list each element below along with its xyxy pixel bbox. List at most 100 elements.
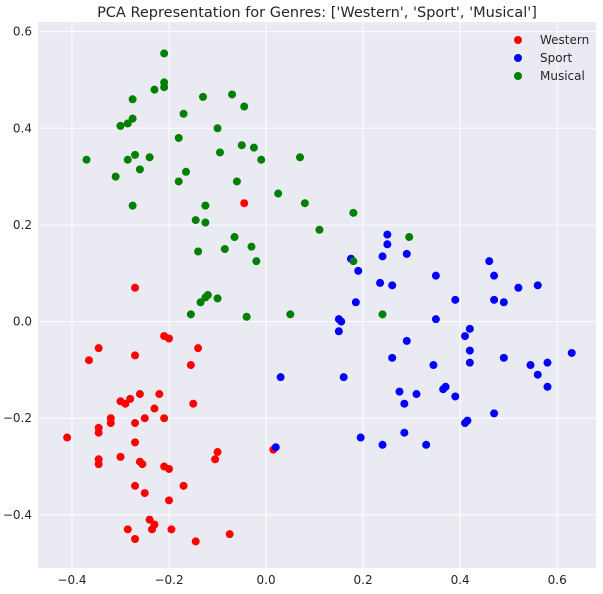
musical-point — [296, 153, 305, 162]
x-tick-label: 0.6 — [548, 573, 567, 587]
sport-point — [465, 358, 474, 367]
western-point — [116, 452, 125, 461]
western-point — [63, 433, 72, 442]
western-point — [131, 351, 140, 360]
musical-point — [131, 150, 140, 159]
western-point — [165, 334, 174, 343]
musical-point — [198, 92, 207, 101]
sport-point — [439, 385, 448, 394]
sport-point — [388, 281, 397, 290]
musical-point — [274, 189, 283, 198]
musical-point — [213, 124, 222, 133]
musical-point — [215, 148, 224, 157]
musical-point — [247, 242, 256, 251]
western-point — [94, 344, 103, 353]
sport-point — [567, 348, 576, 357]
sport-point — [339, 373, 348, 382]
y-tick-label: −0.2 — [3, 411, 32, 425]
sport-point — [533, 370, 542, 379]
y-tick-label: −0.4 — [3, 508, 32, 522]
musical-point — [135, 165, 144, 174]
sport-point — [337, 317, 346, 326]
musical-point — [300, 199, 309, 208]
sport-point — [383, 240, 392, 249]
western-point — [106, 419, 115, 428]
western-point — [131, 481, 140, 490]
y-tick-label: 0.2 — [13, 218, 32, 232]
western-point — [179, 481, 188, 490]
musical-point — [128, 95, 137, 104]
western-point — [131, 438, 140, 447]
western-point — [131, 283, 140, 292]
musical-point — [201, 201, 210, 210]
musical-point — [181, 167, 190, 176]
sport-point — [356, 433, 365, 442]
legend-label-sport: Sport — [540, 51, 573, 65]
musical-point — [128, 201, 137, 210]
musical-point — [228, 90, 237, 99]
musical-point — [160, 49, 169, 58]
sport-point — [543, 358, 552, 367]
western-point — [213, 448, 222, 457]
musical-point — [186, 310, 195, 319]
legend-label-musical: Musical — [540, 69, 585, 83]
sport-point — [490, 271, 499, 280]
x-tick-label: −0.4 — [57, 573, 86, 587]
sport-point — [431, 315, 440, 324]
sport-point — [334, 327, 343, 336]
x-tick-label: 0.4 — [451, 573, 470, 587]
x-tick-label: 0.0 — [257, 573, 276, 587]
x-tick-label: −0.2 — [154, 573, 183, 587]
grid-lines — [38, 22, 596, 568]
musical-point — [349, 208, 358, 217]
series-sport — [271, 230, 576, 452]
musical-point — [179, 109, 188, 118]
sport-point — [490, 409, 499, 418]
western-point — [140, 414, 149, 423]
sport-point — [383, 230, 392, 239]
western-point — [138, 460, 147, 469]
sport-point — [460, 332, 469, 341]
sport-point — [402, 336, 411, 345]
y-tick-label: 0.6 — [13, 25, 32, 39]
musical-point — [194, 247, 203, 256]
western-point — [225, 530, 234, 539]
western-point — [135, 390, 144, 399]
musical-point — [111, 172, 120, 181]
sport-point — [378, 440, 387, 449]
musical-point — [257, 155, 266, 164]
western-point — [94, 428, 103, 437]
musical-point — [349, 257, 358, 266]
sport-point — [400, 399, 409, 408]
legend-marker-sport — [514, 54, 522, 62]
sport-point — [499, 353, 508, 362]
musical-point — [232, 177, 241, 186]
legend-marker-musical — [514, 72, 522, 80]
musical-point — [240, 102, 249, 111]
western-point — [155, 390, 164, 399]
sport-point — [395, 387, 404, 396]
sport-point — [412, 390, 421, 399]
sport-point — [376, 278, 385, 287]
western-point — [140, 489, 149, 498]
plot-area-background — [38, 22, 596, 568]
legend-marker-western — [514, 36, 522, 44]
musical-point — [213, 294, 222, 303]
sport-point — [429, 361, 438, 370]
sport-point — [499, 298, 508, 307]
musical-point — [191, 216, 200, 225]
sport-point — [402, 249, 411, 258]
sport-point — [451, 392, 460, 401]
sport-point — [451, 295, 460, 304]
sport-point — [465, 324, 474, 333]
musical-point — [378, 310, 387, 319]
musical-point — [174, 133, 183, 142]
western-point — [126, 394, 135, 403]
western-point — [167, 525, 176, 534]
western-point — [165, 496, 174, 505]
musical-point — [128, 114, 137, 123]
musical-point — [315, 225, 324, 234]
y-tick-label: 0.4 — [13, 121, 32, 135]
western-point — [148, 525, 157, 534]
series-western — [63, 199, 278, 546]
